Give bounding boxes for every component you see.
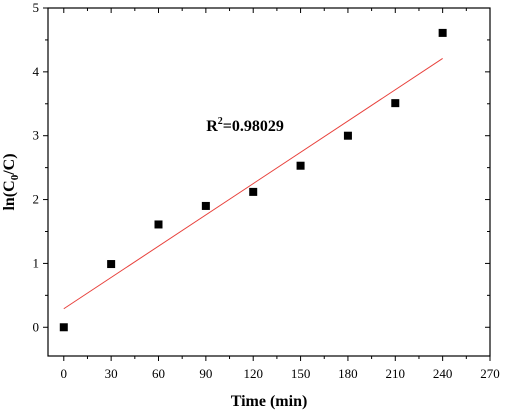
annotation-main: R (206, 118, 218, 135)
x-tick-label: 150 (291, 366, 311, 381)
plot-frame (47, 7, 491, 357)
y-axis-title: ln(C0/C) (1, 153, 21, 210)
data-point (438, 28, 447, 37)
x-tick-label: 120 (243, 366, 263, 381)
x-tick-label: 270 (480, 366, 500, 381)
y-tick-label: 0 (33, 319, 40, 334)
y-tick-label: 2 (33, 192, 40, 207)
y-axis-title-main: ln(C (1, 180, 18, 210)
data-points (59, 28, 447, 332)
y-tick-label: 1 (33, 255, 40, 270)
x-axis-title: Time (min) (231, 393, 308, 410)
data-point (249, 187, 258, 196)
annotation-tail: =0.98029 (223, 118, 284, 135)
data-point (59, 323, 68, 332)
data-point (107, 260, 116, 269)
ticks (43, 7, 491, 361)
x-tick-label: 30 (105, 366, 118, 381)
fit-line (63, 58, 443, 310)
y-tick-label: 3 (33, 128, 40, 143)
x-tick-label: 180 (338, 366, 358, 381)
data-point (201, 201, 210, 210)
r-squared-annotation: R2=0.98029 (206, 116, 284, 135)
data-point (296, 161, 305, 170)
data-point (154, 220, 163, 229)
x-tick-label: 60 (152, 366, 165, 381)
x-tick-label: 240 (433, 366, 453, 381)
y-axis-title-sub: 0 (9, 174, 21, 180)
x-tick-label: 210 (386, 366, 406, 381)
tick-labels: 0 30 60 90 120 150 180 210 240 270 0 1 2 3 4 5 (33, 0, 500, 381)
x-tick-label: 90 (199, 366, 212, 381)
x-tick-label: 0 (61, 366, 68, 381)
y-axis-title-tail: /C) (1, 153, 18, 175)
y-tick-label: 5 (33, 0, 40, 15)
y-tick-label: 4 (33, 64, 40, 79)
data-point (343, 131, 352, 140)
data-point (391, 99, 400, 108)
annotation-sup: 2 (218, 116, 223, 127)
